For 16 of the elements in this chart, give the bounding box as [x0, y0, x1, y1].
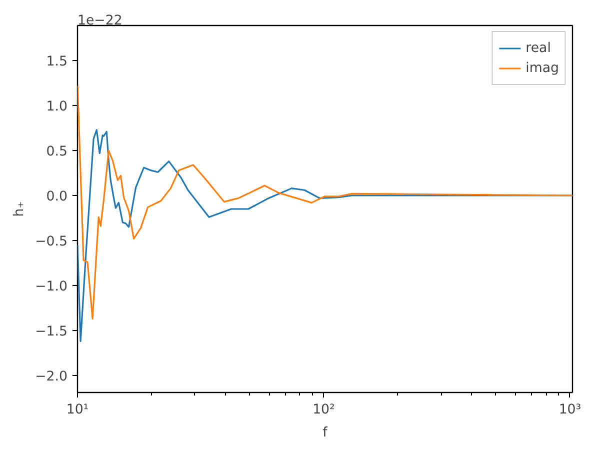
y-tick-label: −0.5: [35, 234, 68, 250]
x-axis-title: f: [322, 426, 328, 440]
y-tick-label: 0.0: [46, 190, 68, 205]
legend-label: real: [526, 40, 551, 56]
legend-label: imag: [526, 60, 559, 76]
y-axis-title: h₊: [12, 201, 28, 217]
y-tick-label: −1.5: [35, 324, 68, 340]
annotation: 1e−22: [78, 14, 122, 28]
y-tick-label: 0.5: [46, 144, 68, 160]
y-tick-label: −1.0: [35, 279, 68, 294]
x-tick-label: 10²: [312, 402, 335, 418]
x-tick-label: 10³: [558, 402, 582, 418]
y-tick-label: 1.5: [46, 54, 68, 70]
y-tick-label: 1.0: [46, 100, 68, 115]
y-tick-label: −2.0: [35, 369, 68, 384]
x-tick-label: 10¹: [66, 402, 89, 418]
